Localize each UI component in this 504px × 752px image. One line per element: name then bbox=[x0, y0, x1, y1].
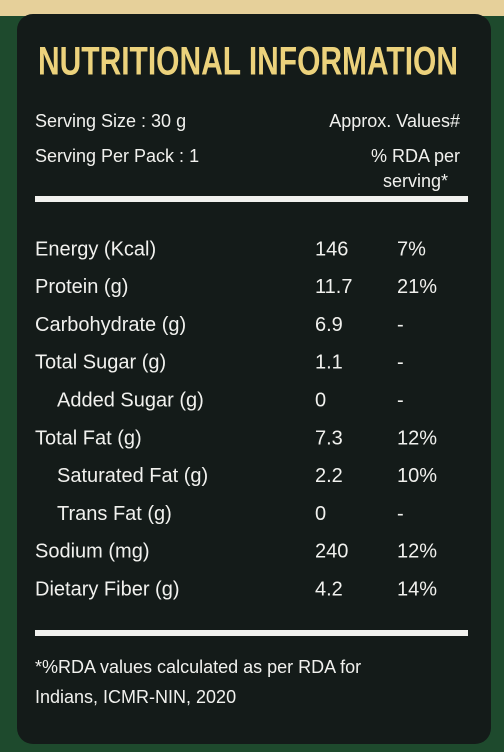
row-rda: - bbox=[397, 314, 404, 336]
rda-header: % RDA per bbox=[371, 146, 460, 166]
serving-size: Serving Size : 30 g bbox=[35, 111, 186, 131]
footnote: *%RDA values calculated as per RDA for bbox=[35, 657, 361, 677]
row-label: Added Sugar (g) bbox=[57, 389, 204, 411]
row-value: 7.3 bbox=[315, 427, 343, 449]
row-value: 11.7 bbox=[315, 276, 352, 298]
row-value: 0 bbox=[315, 389, 326, 411]
row-value: 4.2 bbox=[315, 578, 343, 600]
row-label: Carbohydrate (g) bbox=[35, 314, 186, 336]
divider bbox=[35, 630, 468, 636]
row-label: Energy (Kcal) bbox=[35, 238, 156, 260]
row-label: Saturated Fat (g) bbox=[57, 465, 208, 487]
footnote: Indians, ICMR-NIN, 2020 bbox=[35, 687, 236, 707]
row-label: Total Sugar (g) bbox=[35, 352, 166, 374]
row-value: 1.1 bbox=[315, 352, 343, 374]
row-label: Trans Fat (g) bbox=[57, 503, 172, 525]
row-value: 0 bbox=[315, 503, 326, 525]
row-rda: 14% bbox=[397, 578, 437, 600]
row-rda: - bbox=[397, 503, 404, 525]
row-rda: 12% bbox=[397, 541, 437, 563]
approx-values: Approx. Values# bbox=[329, 111, 460, 131]
row-rda: - bbox=[397, 352, 404, 374]
row-label: Sodium (mg) bbox=[35, 541, 149, 563]
row-rda: 7% bbox=[397, 238, 426, 260]
divider bbox=[35, 196, 468, 202]
row-label: Protein (g) bbox=[35, 276, 128, 298]
row-value: 6.9 bbox=[315, 314, 343, 336]
row-label: Dietary Fiber (g) bbox=[35, 578, 179, 600]
row-value: 2.2 bbox=[315, 465, 343, 487]
row-value: 146 bbox=[315, 238, 348, 260]
row-rda: - bbox=[397, 389, 404, 411]
table: Energy (Kcal) 146 7% Protein (g) 11.7 21% Carb… bbox=[35, 238, 437, 600]
row-rda: 12% bbox=[397, 427, 437, 449]
row-rda: 10% bbox=[397, 465, 437, 487]
rda-header: serving* bbox=[383, 171, 448, 191]
row-label: Total Fat (g) bbox=[35, 427, 142, 449]
top-strip bbox=[0, 0, 504, 16]
row-value: 240 bbox=[315, 541, 348, 563]
serving-per-pack: Serving Per Pack : 1 bbox=[35, 146, 199, 166]
row-rda: 21% bbox=[397, 276, 437, 298]
title: NUTRITIONAL INFORMATION bbox=[38, 40, 458, 84]
